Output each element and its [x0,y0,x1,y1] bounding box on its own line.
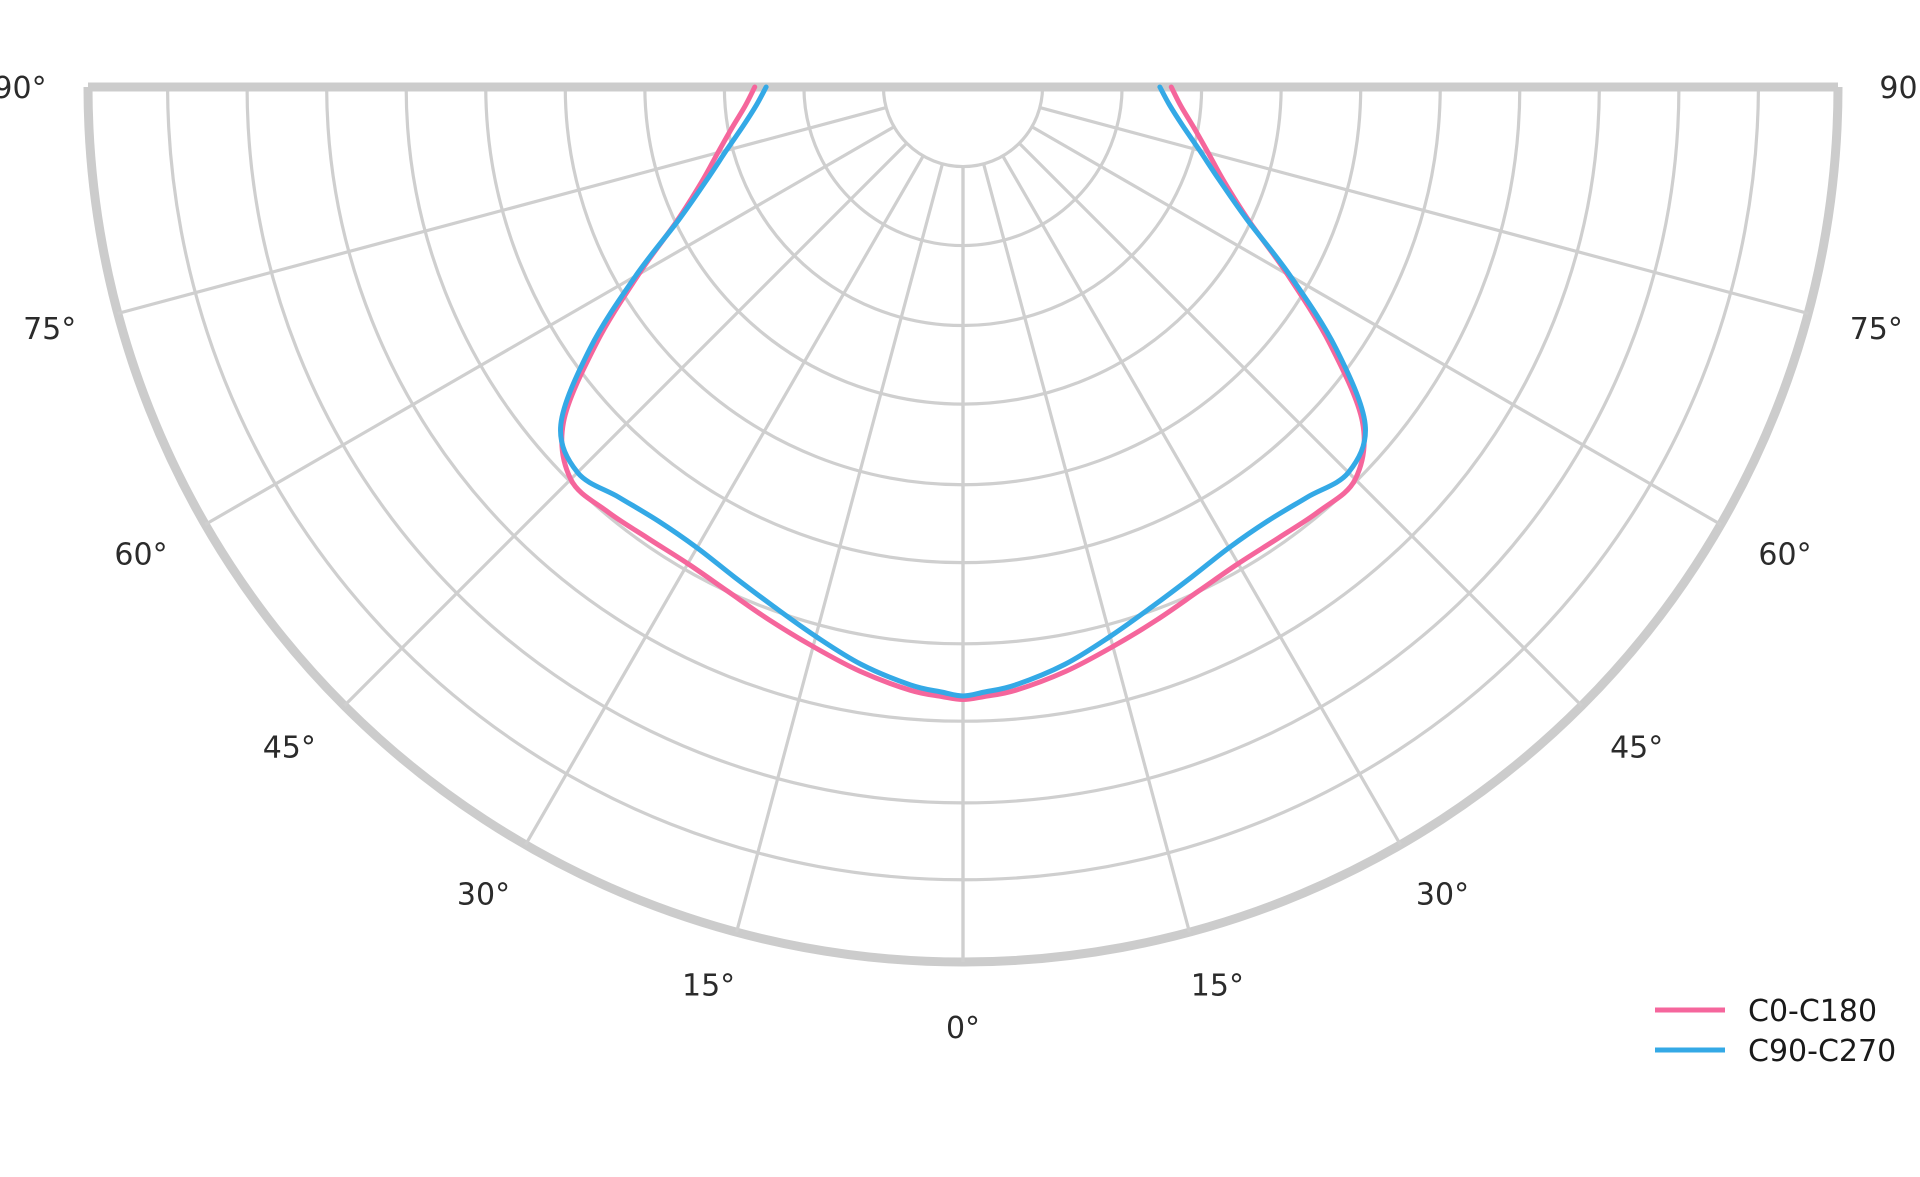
angle-label-layer: 90° 90° 75° 75° 60° 60° 45° 45° 30° 30° 15° 15° 0° [0,71,1920,1046]
grid-spoke--15 [734,163,944,933]
angle-label-right-90: 90° [1879,71,1920,106]
angle-label-center-0: 0° [946,1011,980,1046]
angle-label-right-45: 45° [1610,731,1663,766]
grid-arc-1 [881,86,1045,169]
angle-label-right-30: 30° [1416,877,1469,912]
grid-spoke--60 [204,125,895,526]
angle-label-left-45: 45° [263,731,316,766]
grid-spoke--45 [343,142,908,707]
grid-spoke-45 [1018,142,1583,707]
grid-layer [83,82,1843,967]
angle-label-left-30: 30° [457,877,510,912]
angle-label-right-15: 15° [1191,968,1244,1003]
grid-spoke-75 [1039,106,1809,316]
curve-c90-c270 [558,84,1368,699]
grid-spoke--30 [524,155,925,846]
angle-label-right-60: 60° [1758,538,1811,573]
grid-spoke-30 [1001,155,1402,846]
angle-label-left-15: 15° [682,968,735,1003]
angle-label-right-75: 75° [1850,312,1903,347]
angle-label-left-75: 75° [23,312,76,347]
legend-label-c90-c270: C90-C270 [1748,1034,1896,1069]
legend-label-c0-c180: C0-C180 [1748,994,1877,1029]
grid-spoke-60 [1031,125,1722,526]
legend: C0-C180 C90-C270 [1655,994,1896,1069]
angle-label-left-60: 60° [114,538,167,573]
grid-spoke-15 [982,163,1192,933]
curve-layer [558,84,1368,702]
grid-spoke--75 [117,106,887,316]
angle-label-left-90: 90° [0,71,47,106]
